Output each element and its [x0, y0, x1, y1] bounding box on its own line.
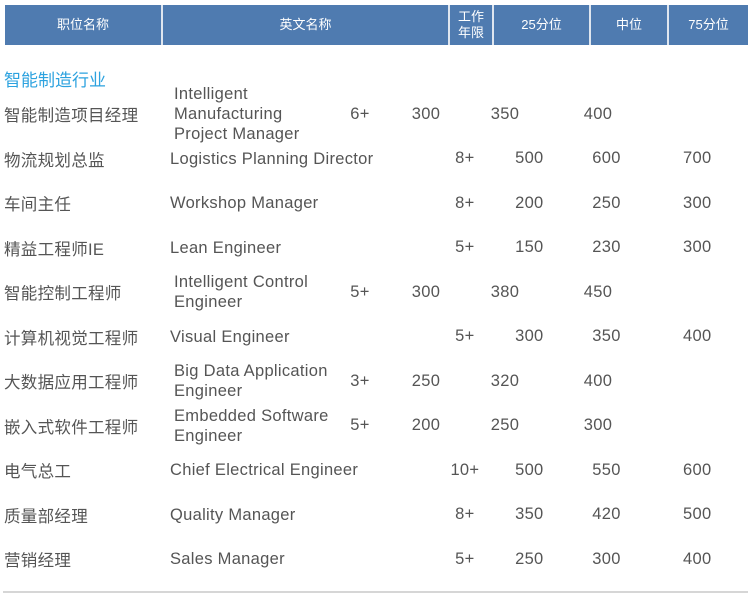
table-row: 物流规划总监 Logistics Planning Director 8+ 500 60…: [0, 137, 750, 182]
header-english-name: 英文名称: [163, 5, 450, 45]
p25-value: 350: [515, 505, 544, 524]
p75-value: 450: [583, 282, 613, 301]
position-name: 物流规划总监: [4, 151, 105, 170]
table-row: 计算机视觉工程师 Visual Engineer 5+ 300 350 400: [0, 315, 750, 360]
header-75th-percentile: 75分位: [669, 5, 748, 45]
median-value: 300: [592, 549, 621, 568]
position-name: 电气总工: [4, 463, 72, 482]
header-median: 中位: [591, 5, 669, 45]
table-row: 智能控制工程师 Intelligent Control Engineer 5+ 300…: [0, 270, 750, 315]
p75-value: 300: [683, 193, 712, 212]
p25-value: 150: [515, 238, 544, 257]
table-body: 智能制造项目经理 Intelligent Manufacturing Projec…: [0, 85, 750, 582]
position-name: 嵌入式软件工程师: [4, 418, 139, 437]
table-row: 电气总工 Chief Electrical Engineer 10+ 500 550 60…: [0, 448, 750, 493]
median-value: 380: [490, 282, 520, 301]
header-work-years: 工作 年限: [450, 5, 494, 45]
p25-value: 300: [411, 104, 441, 123]
work-years: 5+: [455, 238, 475, 257]
p25-value: 250: [515, 549, 544, 568]
p75-value: 400: [583, 371, 613, 390]
work-years: 6+: [350, 104, 370, 123]
position-name: 营销经理: [4, 552, 72, 571]
work-years: 10+: [450, 460, 480, 479]
bottom-divider: [3, 591, 748, 593]
english-name: Logistics Planning Director: [170, 149, 374, 168]
position-name: 大数据应用工程师: [4, 374, 139, 393]
work-years: 5+: [350, 416, 370, 435]
table-header: 职位名称 英文名称 工作 年限 25分位 中位 75分位: [5, 5, 748, 45]
english-name: Chief Electrical Engineer: [170, 461, 359, 480]
english-name: Quality Manager: [170, 505, 296, 524]
table-row: 营销经理 Sales Manager 5+ 250 300 400: [0, 537, 750, 582]
section-title: 智能制造行业: [4, 71, 106, 90]
position-name: 质量部经理: [4, 507, 88, 526]
position-name: 车间主任: [4, 196, 72, 215]
english-name: Intelligent Control Engineer: [174, 273, 309, 312]
p25-value: 500: [515, 149, 544, 168]
english-name: Embedded Software Engineer: [174, 406, 329, 445]
p25-value: 500: [515, 460, 544, 479]
english-name: Big Data Application Engineer: [174, 362, 328, 401]
median-value: 250: [490, 416, 520, 435]
header-position-name: 职位名称: [5, 5, 163, 45]
table-row: 智能制造项目经理 Intelligent Manufacturing Projec…: [0, 85, 750, 143]
position-name: 精益工程师IE: [4, 240, 105, 259]
p75-value: 300: [583, 416, 613, 435]
work-years: 5+: [455, 549, 475, 568]
median-value: 420: [592, 505, 621, 524]
english-name: Lean Engineer: [170, 238, 282, 257]
position-name: 计算机视觉工程师: [4, 329, 139, 348]
p25-value: 200: [515, 193, 544, 212]
table-row: 大数据应用工程师 Big Data Application Engineer 3+ 2…: [0, 359, 750, 404]
english-name: Sales Manager: [170, 550, 285, 569]
median-value: 600: [592, 149, 621, 168]
p75-value: 400: [683, 549, 712, 568]
p25-value: 300: [411, 282, 441, 301]
table-row: 精益工程师IE Lean Engineer 5+ 150 230 300: [0, 226, 750, 271]
position-name: 智能制造项目经理: [4, 107, 139, 126]
median-value: 550: [592, 460, 621, 479]
median-value: 250: [592, 193, 621, 212]
position-name: 智能控制工程师: [4, 285, 122, 304]
p75-value: 300: [683, 238, 712, 257]
english-name: Intelligent Manufacturing Project Manage…: [174, 85, 300, 144]
work-years: 5+: [455, 327, 475, 346]
table-row: 质量部经理 Quality Manager 8+ 350 420 500: [0, 493, 750, 538]
p25-value: 300: [515, 327, 544, 346]
p25-value: 250: [411, 371, 441, 390]
header-25th-percentile: 25分位: [494, 5, 591, 45]
english-name: Workshop Manager: [170, 194, 319, 213]
p75-value: 500: [683, 505, 712, 524]
work-years: 5+: [350, 282, 370, 301]
work-years: 8+: [455, 193, 475, 212]
median-value: 350: [592, 327, 621, 346]
table-row: 嵌入式软件工程师 Embedded Software Engineer 5+ 200 2…: [0, 404, 750, 449]
work-years: 3+: [350, 371, 370, 390]
english-name: Visual Engineer: [170, 327, 290, 346]
p75-value: 600: [683, 460, 712, 479]
p75-value: 400: [683, 327, 712, 346]
median-value: 320: [490, 371, 520, 390]
work-years: 8+: [455, 149, 475, 168]
p75-value: 700: [683, 149, 712, 168]
work-years: 8+: [455, 505, 475, 524]
p75-value: 400: [583, 104, 613, 123]
table-row: 车间主任 Workshop Manager 8+ 200 250 300: [0, 181, 750, 226]
median-value: 230: [592, 238, 621, 257]
p25-value: 200: [411, 416, 441, 435]
median-value: 350: [490, 104, 520, 123]
